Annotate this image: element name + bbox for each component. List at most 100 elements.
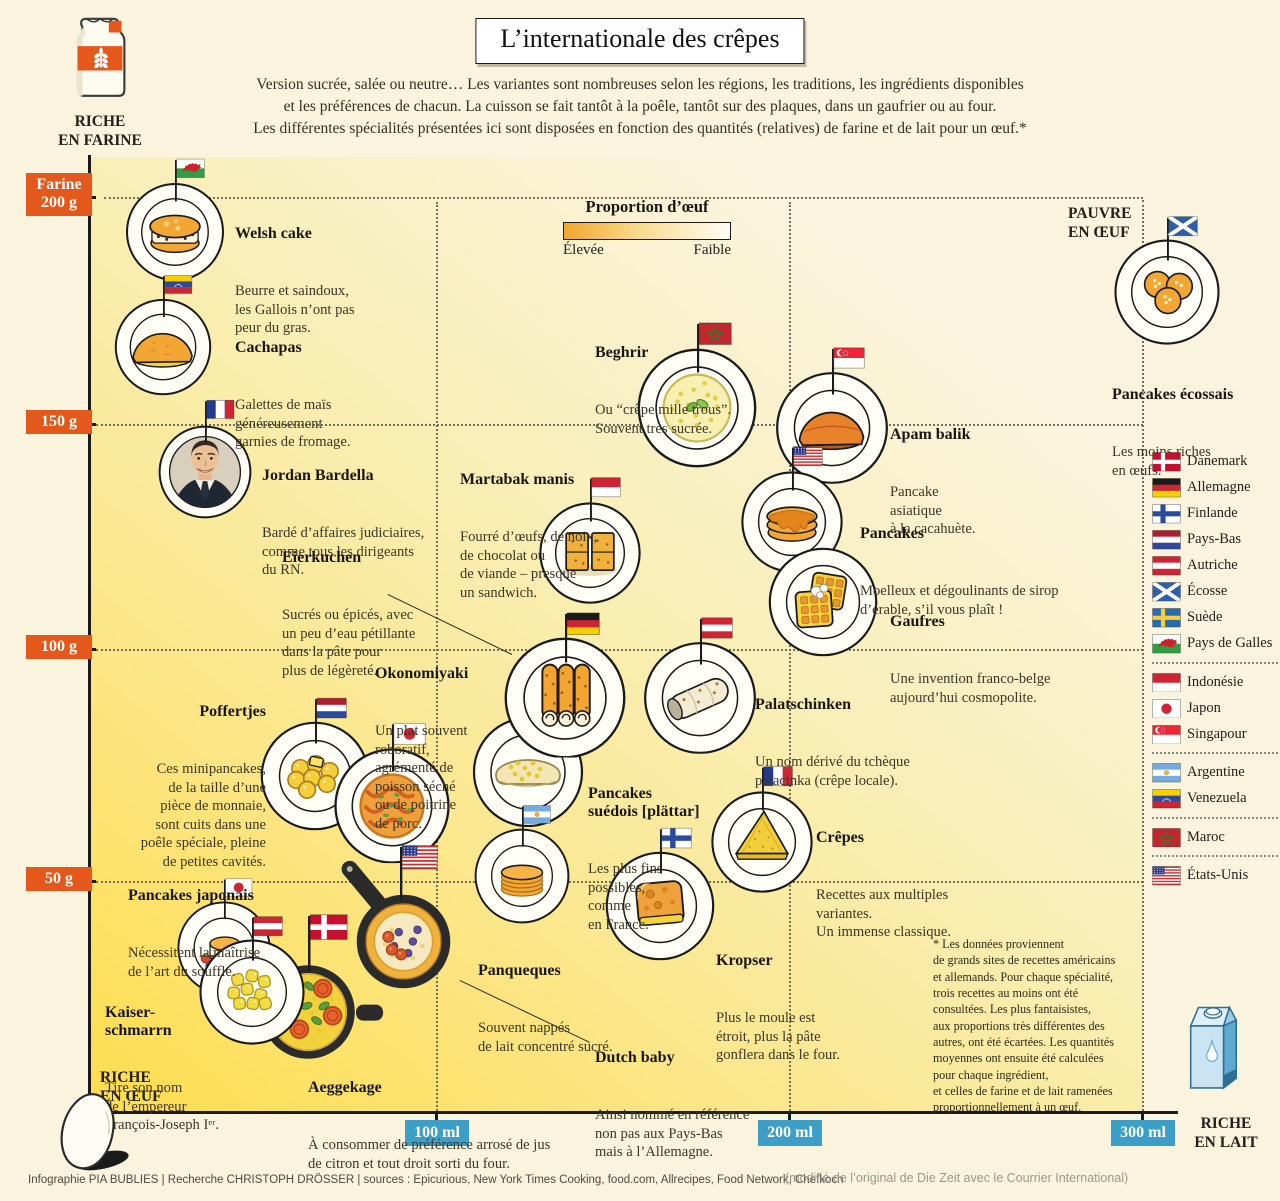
legend-label: Argentine (1187, 764, 1245, 781)
legend-label: Japon (1187, 699, 1221, 716)
food-label-pancakes-suedois: Pancakes suédois [plättar] Les plus fins… (588, 785, 700, 933)
dish-jordan-bardella (146, 395, 264, 522)
dish-cachapas (104, 270, 222, 397)
legend-label: Pays de Galles (1187, 635, 1273, 652)
intro-text: Version sucrée, salée ou neutre… Les var… (253, 76, 1027, 137)
austria-flag-icon (1152, 556, 1181, 576)
legend-label: États-Unis (1187, 867, 1249, 884)
legend-label: Allemagne (1187, 479, 1251, 496)
gridline-200g (104, 197, 1143, 199)
singapore-flag-icon (1152, 724, 1181, 745)
dish-eierkuchen (495, 606, 635, 758)
legend-row-argentine: Argentine (1152, 763, 1280, 783)
legend-row-allemagne: Allemagne (1152, 478, 1280, 498)
flour-bag-icon (61, 12, 139, 107)
y-axis-label-200g: Farine 200 g (26, 173, 92, 216)
food-label-aeggekage: Aeggekage À consommer de préférence arro… (308, 1079, 551, 1172)
dish-martabak-manis (528, 472, 652, 606)
food-label-jordan-bardella: Jordan Bardella Bardé d’affaires judicia… (262, 467, 425, 579)
food-label-pancakes-ecossais: Pancakes écossais Les moins riches en œu… (1112, 386, 1234, 479)
legend-row-singapour: Singapour (1152, 724, 1280, 745)
legend-row-danemark: Danemark (1152, 452, 1280, 472)
gridline-100ml (436, 202, 438, 1111)
dish-welsh-cake (115, 154, 235, 283)
x-axis-label-300ml: 300 ml (1111, 1120, 1175, 1146)
usa-flag-icon (1152, 866, 1181, 886)
x-axis-line (88, 1111, 1178, 1114)
x-axis-label-200ml: 200 ml (758, 1120, 822, 1146)
egg-gradient-bar (563, 222, 731, 240)
food-label-kropser: Kropser Plus le moule est étroit, plus l… (716, 952, 841, 1064)
venezuela-flag-icon (1152, 789, 1181, 809)
legend-label: Finlande (1187, 505, 1238, 522)
dish-pancakes-ecossais (1105, 211, 1229, 345)
finland-flag-icon (1152, 504, 1181, 524)
legend-row-venezuela: Venezuela (1152, 789, 1280, 809)
legend-row-etats-unis: États-Unis (1152, 866, 1280, 886)
flag-legend: Danemark Allemagne Finlande Pays-Bas Aut… (1152, 452, 1280, 892)
food-label-gaufres: Gaufres Une invention franco-belge aujou… (890, 613, 1051, 706)
legend-label: Autriche (1187, 557, 1238, 574)
legend-row-japon: Japon (1152, 698, 1280, 719)
footer-modified-note: (modifié de l’original de Die Zeit avec … (785, 1171, 1129, 1185)
legend-row-maroc: Maroc (1152, 827, 1280, 848)
legend-row-finlande: Finlande (1152, 504, 1280, 524)
food-label-pancakes-japonais: Pancakes japonais Nécessitent la maîtris… (128, 887, 261, 980)
dish-kropser (596, 822, 724, 961)
dish-okonomiyaki (324, 717, 460, 864)
x-axis-label-100ml: 100 ml (405, 1120, 469, 1146)
milk-carton-icon (1181, 993, 1243, 1099)
gridline-150g (96, 424, 1143, 426)
indonesia-flag-icon (1152, 672, 1181, 693)
food-label-eierkuchen: Eierkuchen Sucrés ou épicés, avec un peu… (282, 549, 416, 679)
legend-label: Suède (1187, 609, 1223, 626)
legend-divider (1152, 816, 1278, 819)
food-label-poffertjes: Poffertjes Ces minipancakes, de la taill… (140, 703, 266, 870)
scotland-flag-icon (1152, 582, 1181, 602)
egg-proportion-legend: Proportion d’œuf Élevée Faible (563, 197, 731, 259)
legend-divider (1152, 752, 1278, 754)
morocco-flag-icon (1152, 827, 1181, 848)
legend-label: Indonésie (1187, 673, 1244, 690)
legend-row-pays-de-galles: Pays de Galles (1152, 634, 1280, 654)
sweden-flag-icon (1152, 608, 1181, 628)
rich-flour-label: RICHE EN FARINE (58, 113, 142, 150)
food-label-apam-balik: Apam balik Pancake asiatique à la cacahu… (890, 426, 976, 538)
food-label-pancakes-us: Pancakes Moelleux et dégoulinants de sir… (860, 525, 1059, 618)
y-axis-label-150g: 150 g (26, 410, 92, 435)
food-label-palatschinken: Palatschinken Un nom dérivé du tchèque p… (755, 696, 910, 789)
legend-label: Singapour (1187, 725, 1247, 742)
dish-gaufres (759, 518, 887, 657)
food-label-okonomiyaki: Okonomiyaki Un plat souvent roboratif, a… (375, 665, 469, 832)
dish-pancakes-us (730, 441, 854, 575)
gridline-200ml (789, 202, 791, 1111)
legend-row-autriche: Autriche (1152, 556, 1280, 576)
gridline-300ml (1142, 200, 1144, 1111)
legend-row-indonesie: Indonésie (1152, 672, 1280, 693)
legend-label: Maroc (1187, 828, 1225, 845)
egg-legend-title: Proportion d’œuf (585, 197, 709, 216)
dish-dutch-baby (324, 839, 476, 1003)
argentina-flag-icon (1152, 763, 1181, 783)
legend-label: Pays-Bas (1187, 531, 1241, 548)
tick-200ml (788, 1111, 791, 1125)
y-axis-label-50g: 50 g (26, 867, 92, 892)
food-label-beghrir: Beghrir Ou “crêpe mille trous”. Souvent … (595, 344, 732, 437)
legend-row-ecosse: Écosse (1152, 582, 1280, 602)
legend-label: Écosse (1187, 583, 1228, 600)
legend-row-pays-bas: Pays-Bas (1152, 530, 1280, 550)
rich-egg-label: RICHE EN ŒUF (100, 1069, 162, 1106)
wales-flag-icon (1152, 634, 1181, 654)
poor-egg-label: PAUVRE EN ŒUF (1068, 205, 1132, 242)
food-label-welsh-cake: Welsh cake Beurre et saindoux, les Gallo… (235, 225, 355, 337)
tick-300ml (1141, 1111, 1144, 1125)
legend-label: Venezuela (1187, 790, 1247, 807)
egg-legend-low: Faible (693, 242, 732, 258)
netherlands-flag-icon (1152, 530, 1181, 550)
legend-label: Danemark (1187, 453, 1248, 470)
y-axis-label-100g: 100 g (26, 635, 92, 660)
food-label-martabak-manis: Martabak manis Fourré d’œufs, de noix, d… (460, 471, 598, 601)
legend-row-suede: Suède (1152, 608, 1280, 628)
dish-panqueques (464, 800, 580, 925)
